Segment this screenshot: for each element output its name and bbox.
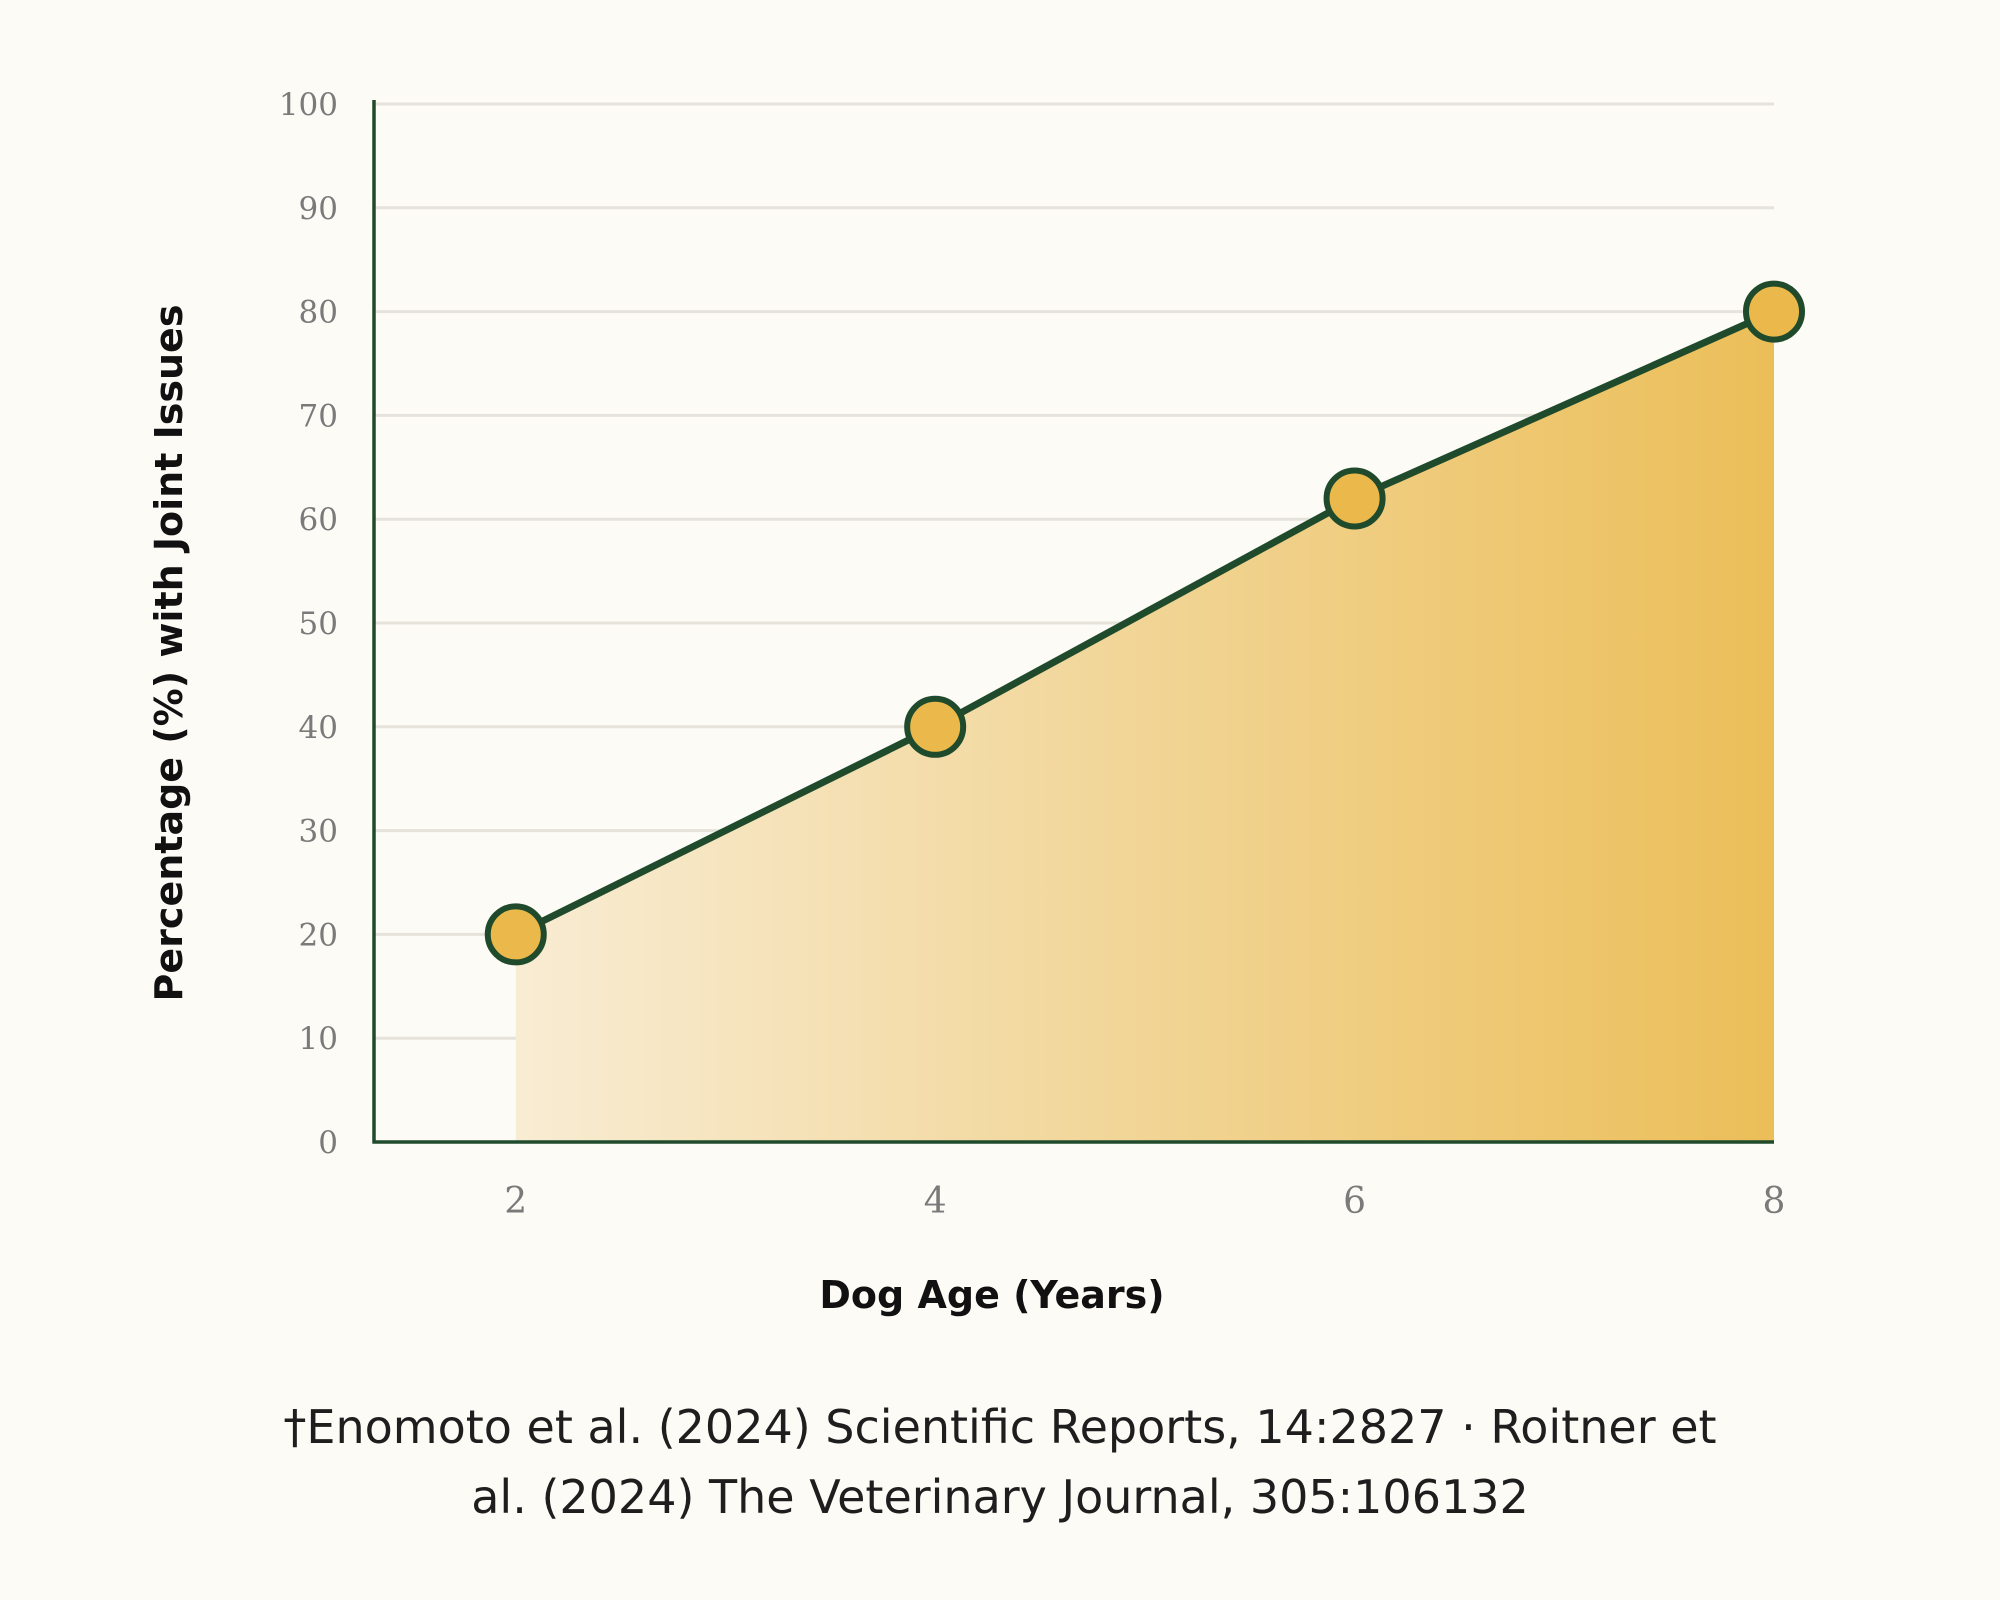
- y-tick-label-30: 30: [299, 814, 338, 850]
- y-tick-label-10: 10: [299, 1021, 338, 1057]
- data-point-4: [904, 695, 967, 758]
- y-tick-label-90: 90: [299, 191, 338, 227]
- y-tick-label-0: 0: [318, 1125, 338, 1161]
- y-axis-title: Percentage (%) with Joint Issues: [147, 305, 191, 1002]
- x-tick-label-8: 8: [1763, 1181, 1786, 1222]
- area-fill: [515, 311, 1775, 1143]
- y-tick-labels: 0 10 20 30 40 50 60 70 80 90 100: [279, 87, 338, 1161]
- data-point-8: [1743, 280, 1805, 343]
- data-point-2: [484, 903, 547, 966]
- y-tick-label-20: 20: [299, 917, 338, 953]
- citation-line-1: †Enomoto et al. (2024) Scientific Report…: [283, 1400, 1717, 1454]
- x-tick-label-4: 4: [924, 1181, 947, 1222]
- x-tick-label-2: 2: [504, 1181, 527, 1222]
- y-tick-label-40: 40: [299, 710, 338, 746]
- data-points: [484, 280, 1805, 966]
- y-tick-label-60: 60: [299, 502, 338, 538]
- axes: [372, 100, 1774, 1144]
- y-tick-label-100: 100: [279, 87, 338, 123]
- y-tick-label-70: 70: [299, 398, 338, 434]
- citation-line-2: al. (2024) The Veterinary Journal, 305:1…: [471, 1470, 1529, 1524]
- y-tick-label-80: 80: [299, 295, 338, 331]
- x-tick-labels: 2 4 6 8: [504, 1181, 1785, 1222]
- x-tick-label-6: 6: [1343, 1181, 1366, 1222]
- area-fill-path: [515, 311, 1775, 1143]
- data-point-6: [1323, 467, 1386, 530]
- data-line: [512, 308, 1778, 938]
- x-axis-title: Dog Age (Years): [819, 1273, 1164, 1317]
- series-line: [512, 308, 1778, 938]
- source-citation: †Enomoto et al. (2024) Scientific Report…: [0, 1392, 2000, 1532]
- y-tick-label-50: 50: [299, 606, 338, 642]
